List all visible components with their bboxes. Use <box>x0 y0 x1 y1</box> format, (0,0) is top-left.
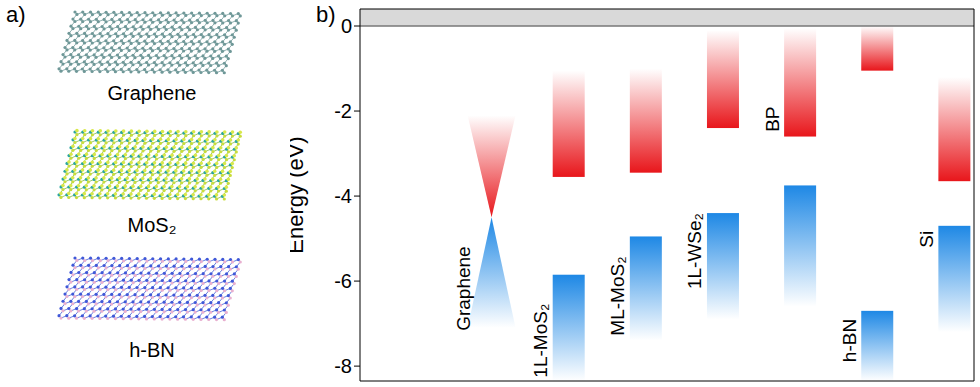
html-text:a): a) <box>6 2 26 27</box>
svg-text:Graphene: Graphene <box>108 82 197 104</box>
svg-text:1L-MoS₂: 1L-MoS₂ <box>530 304 551 378</box>
svg-text:Si: Si <box>916 231 937 248</box>
svg-text:BP: BP <box>762 106 783 131</box>
svg-text:h-BN: h-BN <box>129 339 175 361</box>
svg-text:h-BN: h-BN <box>839 319 860 362</box>
svg-text:-4: -4 <box>334 185 352 207</box>
svg-text:-8: -8 <box>334 355 352 377</box>
svg-text:MoS₂: MoS₂ <box>128 214 177 236</box>
svg-text:Graphene: Graphene <box>453 246 474 331</box>
html-text:b): b) <box>316 2 336 27</box>
svg-text:Energy (eV): Energy (eV) <box>290 136 308 253</box>
svg-text:0: 0 <box>341 15 352 37</box>
svg-text:1L-WSe₂: 1L-WSe₂ <box>684 213 705 289</box>
svg-text:-6: -6 <box>334 270 352 292</box>
svg-text:-2: -2 <box>334 100 352 122</box>
svg-text:ML-MoS₂: ML-MoS₂ <box>607 256 628 335</box>
